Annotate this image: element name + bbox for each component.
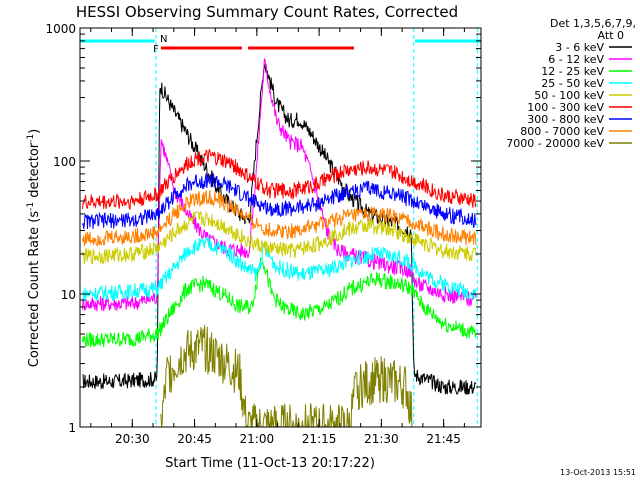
y-axis-label-part: detector	[27, 142, 42, 202]
series-line	[82, 58, 477, 312]
y-tick-label: 10	[61, 288, 76, 302]
series-line	[82, 236, 477, 302]
y-axis-label-part: )	[27, 129, 42, 134]
flag-label: N	[160, 34, 167, 45]
legend-label: 50 - 100 keV	[534, 89, 604, 102]
flag-label: F	[153, 44, 159, 55]
y-tick-label: 1000	[45, 22, 76, 36]
flags-layer: FN	[80, 28, 481, 427]
legend-label: 6 - 12 keV	[548, 53, 604, 66]
legend-label: 100 - 300 keV	[527, 101, 604, 114]
y-tick-label: 100	[53, 155, 76, 169]
chart-title: HESSI Observing Summary Count Rates, Cor…	[76, 3, 458, 21]
y-axis-label: Corrected Count Rate (s-1 detector-1)	[26, 129, 42, 367]
series-line	[82, 64, 477, 396]
legend-header-line: Att 0	[598, 29, 624, 42]
series-layer	[82, 58, 477, 428]
x-tick-label: 21:15	[302, 432, 337, 446]
axes-layer: 20:30 20:45 21:00 21:15 21:30 21:45 1 10 100 1000	[45, 22, 482, 446]
legend-header-line: Det 1,3,5,6,7,9,	[550, 17, 636, 30]
plot-frame	[79, 27, 482, 428]
x-tick-label: 20:45	[177, 432, 212, 446]
x-tick-label: 21:45	[426, 432, 461, 446]
y-axis-label-sup: -1	[26, 134, 36, 143]
x-tick-label: 21:30	[364, 432, 399, 446]
x-tick-label: 21:00	[240, 432, 275, 446]
series-line	[82, 257, 477, 348]
timestamp: 13-Oct-2013 15:51	[560, 468, 636, 477]
y-axis-label-sup: -1	[26, 202, 36, 211]
legend-label: 25 - 50 keV	[541, 77, 604, 90]
y-axis-label-part: Corrected Count Rate (s	[27, 211, 42, 368]
legend-label: 12 - 25 keV	[541, 65, 604, 78]
series-line	[82, 210, 477, 265]
legend-label: 7000 - 20000 keV	[506, 137, 604, 150]
series-line	[82, 171, 477, 230]
x-tick-label: 20:30	[115, 432, 150, 446]
series-line	[160, 324, 414, 428]
x-axis-label: Start Time (11-Oct-13 20:17:22)	[165, 456, 375, 471]
series-line	[82, 190, 477, 248]
y-tick-label: 1	[68, 421, 76, 435]
series-line	[82, 148, 477, 211]
legend-label: 800 - 7000 keV	[520, 125, 604, 138]
legend-label: 300 - 800 keV	[527, 113, 604, 126]
legend-label: 3 - 6 keV	[555, 41, 604, 54]
